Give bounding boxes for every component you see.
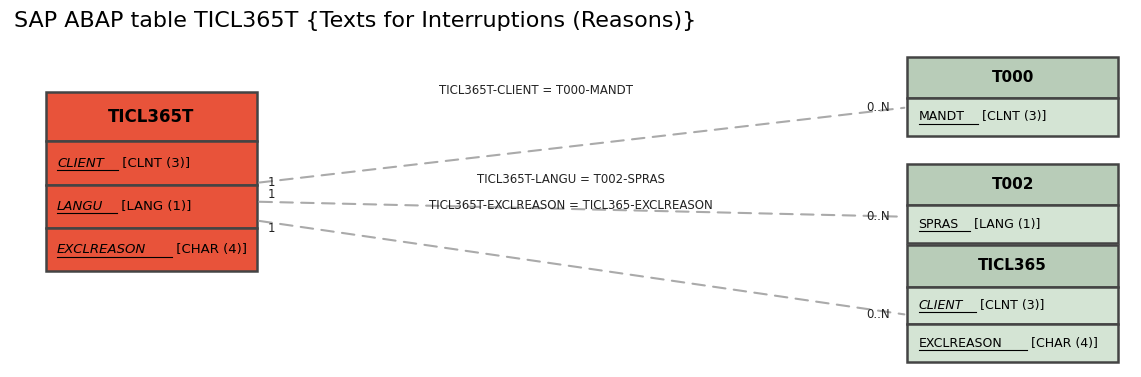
Text: [CHAR (4)]: [CHAR (4)]	[172, 243, 248, 256]
Text: [CLNT (3)]: [CLNT (3)]	[976, 299, 1044, 312]
Text: CLIENT: CLIENT	[57, 156, 104, 170]
Text: T002: T002	[992, 177, 1034, 192]
Text: 1: 1	[268, 188, 276, 201]
Text: EXCLREASON: EXCLREASON	[919, 337, 1002, 349]
Text: EXCLREASON: EXCLREASON	[57, 243, 146, 256]
FancyBboxPatch shape	[46, 228, 257, 271]
FancyBboxPatch shape	[907, 287, 1118, 324]
Text: SPRAS: SPRAS	[919, 218, 958, 231]
FancyBboxPatch shape	[907, 245, 1118, 287]
Text: 0..N: 0..N	[866, 101, 890, 114]
Text: MANDT: MANDT	[919, 110, 964, 123]
FancyBboxPatch shape	[907, 205, 1118, 243]
FancyBboxPatch shape	[907, 164, 1118, 205]
Text: TICL365T-EXCLREASON = TICL365-EXCLREASON: TICL365T-EXCLREASON = TICL365-EXCLREASON	[429, 199, 712, 212]
Text: [LANG (1)]: [LANG (1)]	[116, 200, 192, 213]
Text: T000: T000	[992, 70, 1034, 85]
Text: 0..N: 0..N	[866, 308, 890, 321]
Text: 1: 1	[268, 222, 276, 234]
Text: [LANG (1)]: [LANG (1)]	[971, 218, 1041, 231]
FancyBboxPatch shape	[907, 324, 1118, 362]
FancyBboxPatch shape	[46, 141, 257, 185]
FancyBboxPatch shape	[907, 98, 1118, 136]
FancyBboxPatch shape	[46, 92, 257, 141]
Text: 1: 1	[268, 176, 276, 189]
Text: TICL365: TICL365	[978, 258, 1047, 273]
Text: TICL365T-CLIENT = T000-MANDT: TICL365T-CLIENT = T000-MANDT	[439, 84, 633, 97]
Text: 0..N: 0..N	[866, 210, 890, 223]
FancyBboxPatch shape	[907, 57, 1118, 98]
Text: LANGU: LANGU	[57, 200, 104, 213]
Text: [CLNT (3)]: [CLNT (3)]	[118, 156, 189, 170]
Text: [CHAR (4)]: [CHAR (4)]	[1027, 337, 1098, 349]
Text: TICL365T-LANGU = T002-SPRAS: TICL365T-LANGU = T002-SPRAS	[477, 173, 664, 185]
Text: TICL365T: TICL365T	[108, 108, 194, 126]
Text: SAP ABAP table TICL365T {Texts for Interruptions (Reasons)}: SAP ABAP table TICL365T {Texts for Inter…	[14, 11, 696, 31]
Text: CLIENT: CLIENT	[919, 299, 963, 312]
Text: [CLNT (3)]: [CLNT (3)]	[978, 110, 1046, 123]
FancyBboxPatch shape	[46, 185, 257, 228]
